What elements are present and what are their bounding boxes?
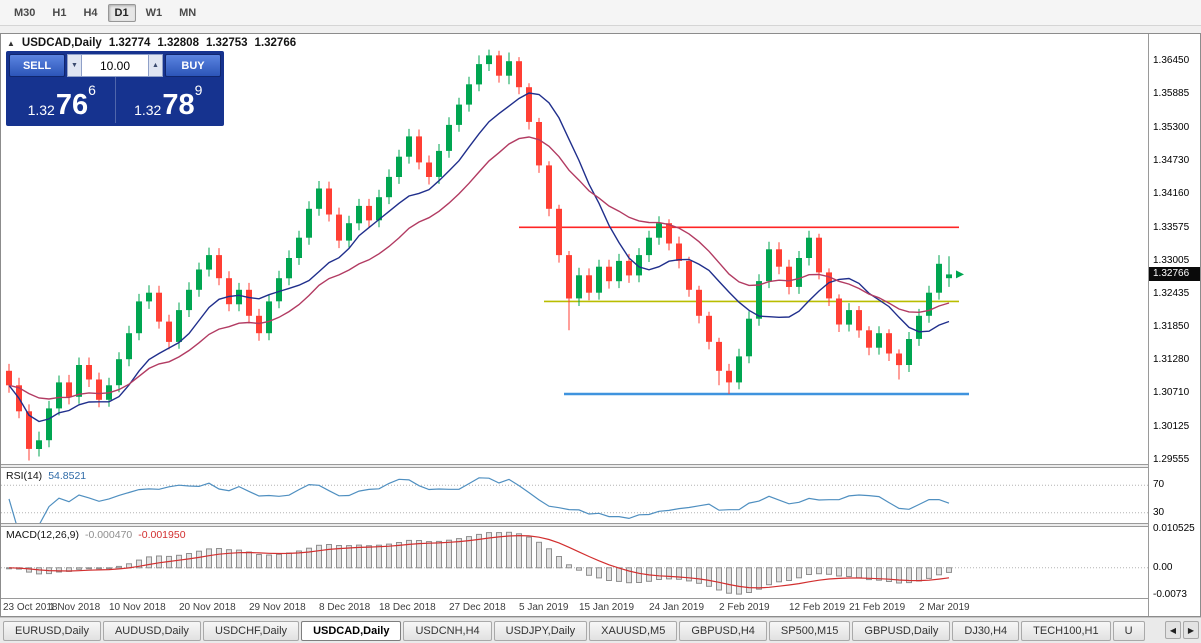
- sell-price-pips: 76: [55, 89, 89, 121]
- macd-main-value: -0.000470: [84, 529, 133, 541]
- chart-tab-usdjpy-daily[interactable]: USDJPY,Daily: [493, 620, 588, 641]
- price-tick: 1.34730: [1153, 154, 1190, 166]
- volume-decrease-button[interactable]: ▼: [67, 54, 82, 77]
- timeframe-button-m30[interactable]: M30: [14, 6, 36, 19]
- sell-price-point: 6: [88, 82, 96, 98]
- tab-scroll-controls: ◀ ▶: [1165, 621, 1199, 639]
- chart-symbol-label: USDCAD,Daily: [21, 37, 102, 49]
- macd-level-label: 0.00: [1153, 561, 1173, 573]
- price-tick: 1.31280: [1153, 354, 1190, 366]
- collapse-panel-icon[interactable]: ▲: [7, 38, 15, 48]
- timeframe-button-h1[interactable]: H1: [52, 6, 67, 19]
- macd-indicator-panel[interactable]: MACD(12,26,9) -0.000470 -0.001950: [1, 527, 1148, 598]
- price-axis[interactable]: 1.36450 1.35885 1.35300 1.34730 1.34160 1.335…: [1148, 34, 1200, 616]
- chart-tabs-bar: EURUSD,Daily AUDUSD,Daily USDCHF,Daily USDC…: [0, 617, 1201, 643]
- chart-tab-dj30-h4[interactable]: DJ30,H4: [952, 620, 1020, 641]
- timeframe-button-mn[interactable]: MN: [179, 6, 197, 19]
- sell-button[interactable]: SELL: [9, 54, 65, 77]
- price-tick: 1.36450: [1153, 55, 1190, 67]
- chart-tab-xauusd-m5[interactable]: XAUUSD,M5: [589, 620, 678, 641]
- panel-splitter[interactable]: [1, 464, 1200, 468]
- rsi-value: 54.8521: [48, 470, 87, 482]
- price-tick: 1.32435: [1153, 287, 1190, 299]
- date-label: 10 Nov 2018: [109, 602, 166, 613]
- rsi-name: RSI(14): [6, 470, 43, 482]
- chart-tab-eurusd-daily[interactable]: EURUSD,Daily: [3, 620, 101, 641]
- price-tick: 1.34160: [1153, 187, 1190, 199]
- macd-name: MACD(12,26,9): [6, 529, 79, 541]
- chart-tab-gbpusd-h4[interactable]: GBPUSD,H4: [679, 620, 767, 641]
- price-tick: 1.30125: [1153, 421, 1190, 433]
- ohlc-open: 1.32774: [108, 37, 151, 49]
- date-label: 8 Dec 2018: [319, 602, 371, 613]
- price-tick: 1.29555: [1153, 454, 1190, 466]
- one-click-trading-panel: SELL ▼ 10.00 ▲ BUY 1.32 76 6 1.32 78 9: [6, 51, 224, 126]
- chart-tab-audusd-daily[interactable]: AUDUSD,Daily: [102, 620, 201, 641]
- chart-tab-gbpusd-daily[interactable]: GBPUSD,Daily: [852, 620, 951, 641]
- timeframe-button-w1[interactable]: W1: [145, 6, 163, 19]
- ohlc-low: 1.32753: [205, 37, 248, 49]
- date-label: 1 Nov 2018: [49, 602, 101, 613]
- timeframe-button-h4[interactable]: H4: [83, 6, 98, 19]
- buy-price-display[interactable]: 1.32 78 9: [114, 77, 222, 123]
- buy-button[interactable]: BUY: [165, 54, 221, 77]
- tabs-scroll-left-button[interactable]: ◀: [1165, 621, 1181, 639]
- rsi-indicator-panel[interactable]: RSI(14) 54.8521: [1, 468, 1148, 523]
- price-tick: 1.35300: [1153, 121, 1190, 133]
- date-label: 27 Dec 2018: [449, 602, 506, 613]
- macd-level-label: -0.0073: [1153, 588, 1187, 600]
- volume-input[interactable]: 10.00: [82, 54, 148, 77]
- chart-tab-tech100-h1[interactable]: TECH100,H1: [1021, 620, 1111, 641]
- buy-price-prefix: 1.32: [134, 102, 162, 118]
- chart-tab-usdcad-daily[interactable]: USDCAD,Daily: [301, 620, 402, 641]
- date-label: 24 Jan 2019: [649, 602, 705, 613]
- date-label: 12 Feb 2019: [789, 602, 846, 613]
- chart-tab-sp500-m15[interactable]: SP500,M15: [768, 620, 851, 641]
- macd-plot[interactable]: [1, 527, 1148, 598]
- date-label: 18 Dec 2018: [379, 602, 436, 613]
- tabs-scroll-right-button[interactable]: ▶: [1183, 621, 1199, 639]
- timeframe-button-d1[interactable]: D1: [107, 3, 136, 22]
- chart-window: ▲ USDCAD,Daily 1.32774 1.32808 1.32753 1…: [0, 33, 1201, 617]
- macd-level-label: 0.010525: [1153, 523, 1195, 535]
- panel-splitter[interactable]: [1, 523, 1200, 527]
- chart-tab-u[interactable]: U: [1112, 620, 1145, 641]
- buy-price-point: 9: [194, 82, 203, 98]
- chart-tab-usdchf-daily[interactable]: USDCHF,Daily: [202, 620, 300, 641]
- current-price-label: 1.32766: [1149, 267, 1200, 282]
- date-label: 2 Feb 2019: [719, 602, 770, 613]
- chart-tab-strip: EURUSD,Daily AUDUSD,Daily USDCHF,Daily USDC…: [3, 620, 1163, 641]
- date-label: 29 Nov 2018: [249, 602, 306, 613]
- date-label: 23 Oct 2018: [3, 602, 58, 613]
- time-axis[interactable]: 23 Oct 2018 1 Nov 2018 10 Nov 2018 20 Nov 2…: [1, 598, 1148, 616]
- date-label: 2 Mar 2019: [919, 602, 970, 613]
- sell-price-prefix: 1.32: [27, 102, 55, 118]
- chart-tab-usdcnh-h4[interactable]: USDCNH,H4: [403, 620, 492, 641]
- buy-price-pips: 78: [162, 89, 195, 121]
- ohlc-close: 1.32766: [254, 37, 297, 49]
- rsi-level-label: 30: [1153, 506, 1165, 518]
- price-tick: 1.31850: [1153, 321, 1190, 333]
- timeframe-toolbar: M30 H1 H4 D1 W1 MN: [0, 0, 1201, 26]
- date-label: 21 Feb 2019: [849, 602, 906, 613]
- rsi-plot[interactable]: [1, 468, 1148, 523]
- price-tick: 1.33005: [1153, 254, 1190, 266]
- rsi-label: RSI(14) 54.8521: [6, 470, 86, 482]
- macd-label: MACD(12,26,9) -0.000470 -0.001950: [6, 529, 186, 541]
- date-label: 5 Jan 2019: [519, 602, 569, 613]
- volume-increase-button[interactable]: ▲: [148, 54, 163, 77]
- sell-price-display[interactable]: 1.32 76 6: [9, 77, 115, 123]
- candlestick-plot[interactable]: [1, 34, 1148, 464]
- price-tick: 1.35885: [1153, 87, 1190, 99]
- price-tick: 1.33575: [1153, 221, 1190, 233]
- ohlc-high: 1.32808: [157, 37, 199, 49]
- macd-signal-value: -0.001950: [138, 529, 186, 541]
- date-label: 15 Jan 2019: [579, 602, 635, 613]
- chart-title: ▲ USDCAD,Daily 1.32774 1.32808 1.32753 1…: [7, 37, 296, 49]
- price-tick: 1.30710: [1153, 387, 1190, 399]
- date-label: 20 Nov 2018: [179, 602, 236, 613]
- rsi-level-label: 70: [1153, 479, 1165, 491]
